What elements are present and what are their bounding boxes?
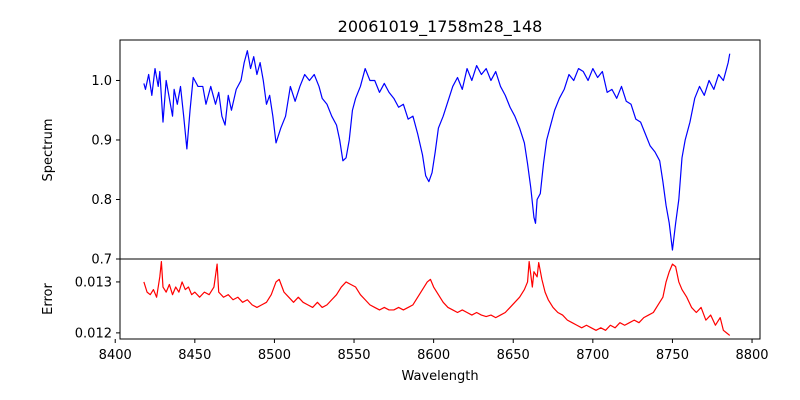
- spectrum-y-tick-label: 0.9: [91, 133, 112, 148]
- spectrum-y-tick-label: 1.0: [91, 74, 112, 89]
- x-tick-label: 8400: [99, 348, 132, 363]
- error-y-tick-label: 0.012: [75, 326, 112, 341]
- x-tick-label: 8450: [178, 348, 211, 363]
- x-tick-label: 8700: [576, 348, 609, 363]
- spectrum-y-tick-label: 0.8: [91, 193, 112, 208]
- spectrum-axes-frame: [119, 39, 761, 260]
- error-series-line: [143, 260, 731, 336]
- spectrum-y-axis-label: Spectrum: [41, 119, 56, 182]
- spectrum-series-line: [143, 50, 731, 251]
- spectrum-y-tick-label: 0.7: [91, 253, 112, 268]
- x-tick-label: 8500: [258, 348, 291, 363]
- x-tick-label: 8650: [497, 348, 530, 363]
- error-y-axis-label: Error: [41, 283, 56, 315]
- error-y-tick-label: 0.013: [75, 275, 112, 290]
- error-panel: Error 0.012 0.013 8400 8450 8500 8550 8600 8650…: [41, 258, 769, 363]
- x-axis-label: Wavelength: [401, 369, 478, 384]
- x-tick-label: 8800: [735, 348, 768, 363]
- error-axes-frame: [119, 258, 761, 340]
- spectrum-panel: Spectrum 0.7 0.8 0.9 1.0: [41, 39, 761, 268]
- x-tick-label: 8550: [337, 348, 370, 363]
- x-tick-label: 8600: [417, 348, 450, 363]
- x-tick-label: 8750: [656, 348, 689, 363]
- chart-title: 20061019_1758m28_148: [338, 17, 543, 37]
